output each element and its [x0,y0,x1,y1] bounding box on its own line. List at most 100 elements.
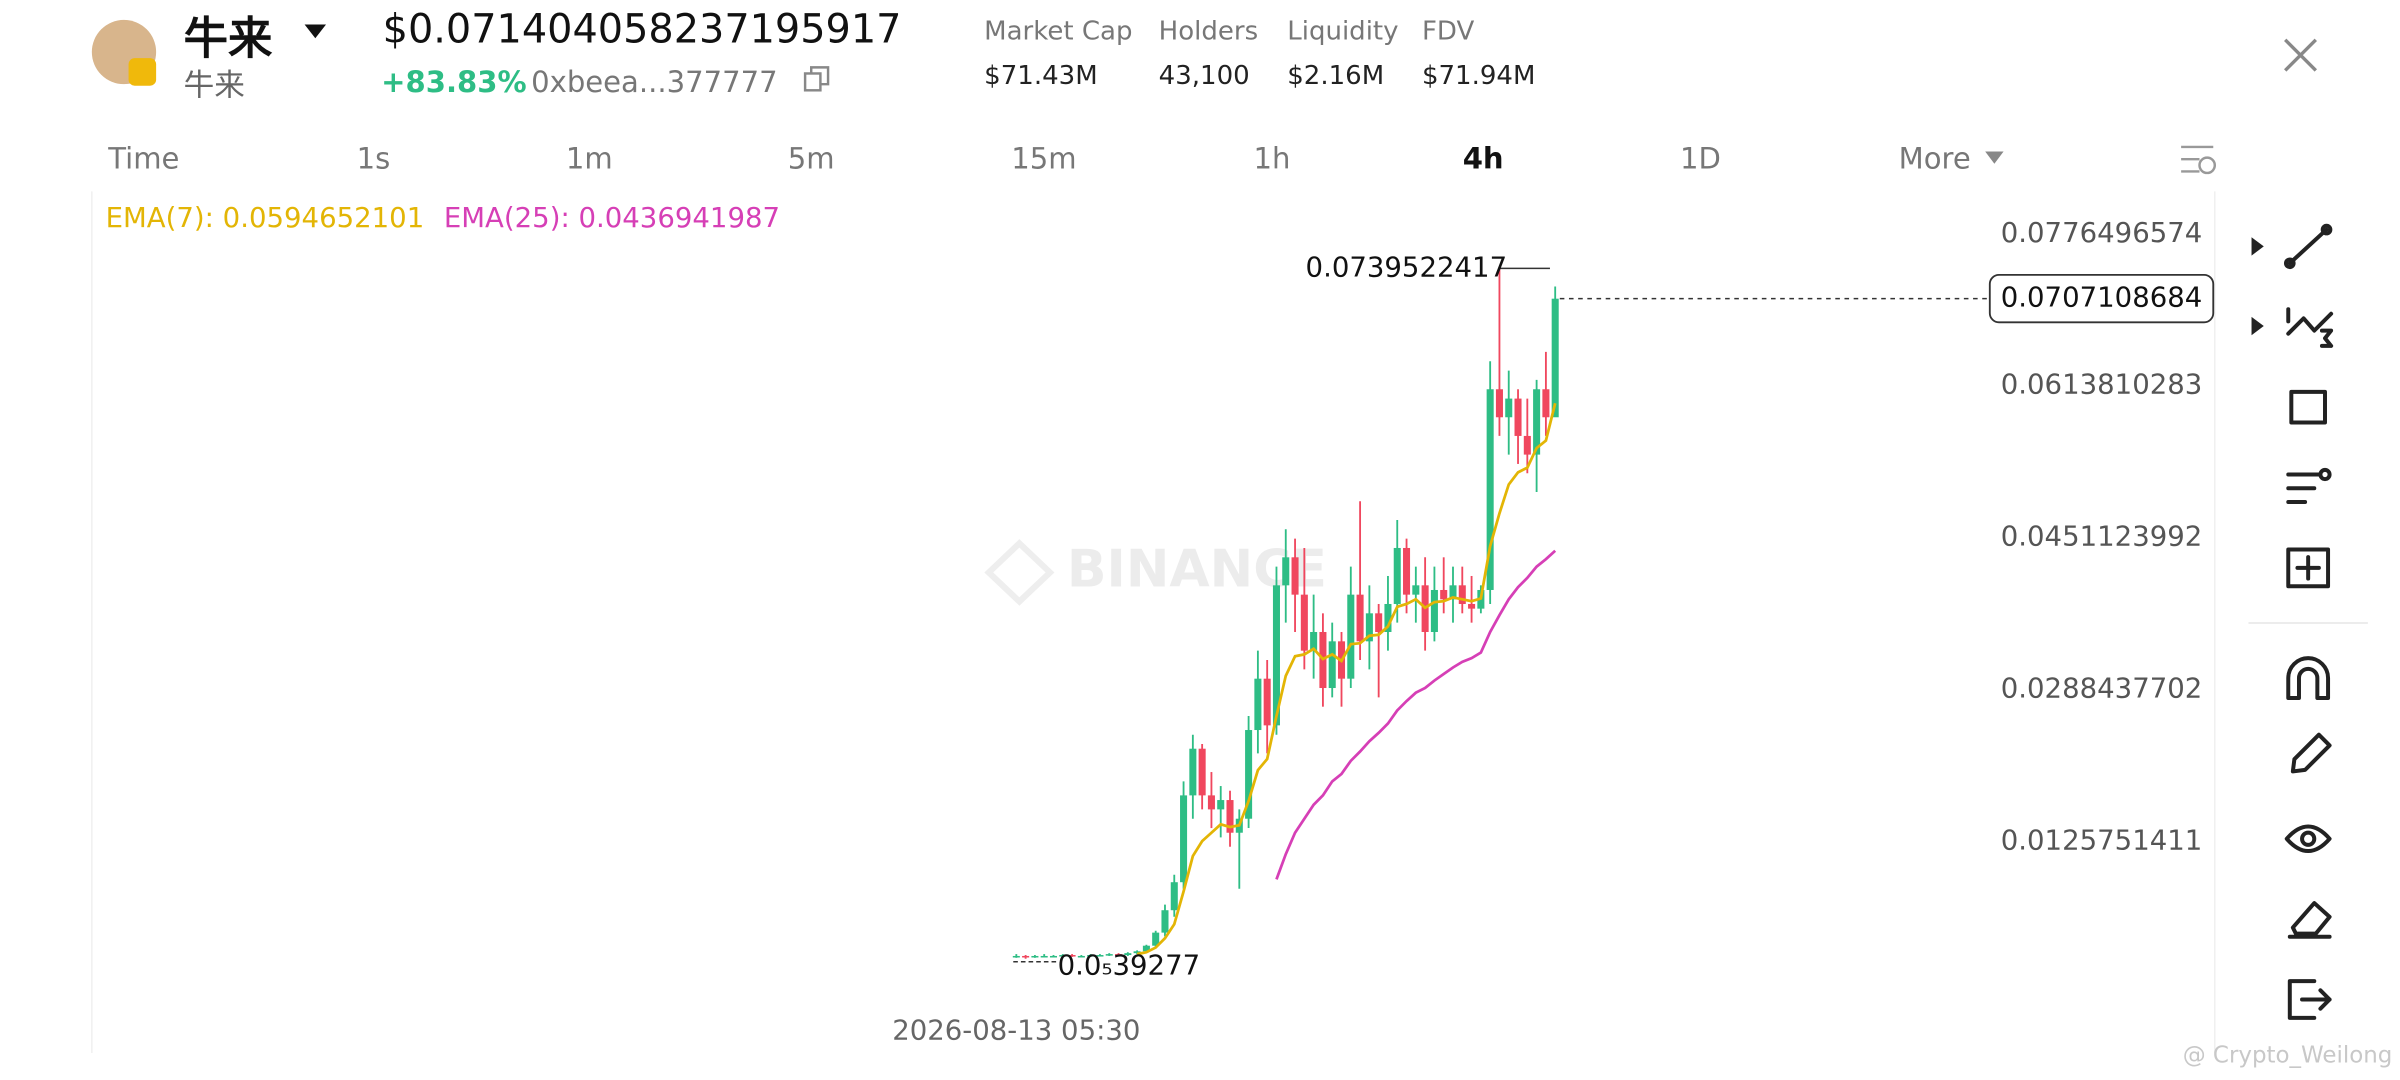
candle-body [1449,585,1457,600]
stat-value: $71.94M [1422,61,1535,91]
interval-tab[interactable]: 1D [1680,142,1721,176]
candle-body [1356,594,1364,642]
candle-body [1105,954,1113,956]
candle-body [1272,585,1280,726]
interval-tab[interactable]: More [1899,142,1971,176]
indicator-label: EMA(7): 0.0594652101 [106,202,425,234]
price: $0.071404058237195917 [383,7,902,53]
candle-body [1282,557,1290,586]
candle-body [1384,603,1392,632]
candle-body [1514,398,1522,436]
stat-value: $2.16M [1287,61,1384,91]
candle-body [1403,547,1411,595]
candle-body [1505,398,1513,418]
candle-body [1096,955,1104,957]
candle-body [1189,748,1197,796]
interval-tab[interactable]: Time [107,142,179,176]
chart-settings-icon[interactable] [2181,145,2217,175]
candle-body [1542,389,1550,418]
candle-body [1049,955,1058,958]
y-tick-label: 0.0125751411 [2001,824,2203,856]
magnet-tool[interactable] [2286,656,2331,700]
candle-body [1245,730,1253,819]
chain-badge [128,58,157,86]
candle-body [1523,435,1531,455]
x-axis-label: 2026-08-13 05:30 [892,1015,1140,1047]
candle-body [1430,589,1438,632]
candle-body [1254,678,1262,731]
token-subtitle: 牛来 [184,69,245,104]
candle-body [1142,945,1150,952]
interval-tab[interactable]: 1m [566,142,613,176]
watermark-logo [984,539,1055,606]
stat-value: $71.43M [984,61,1097,91]
candle-body [1180,795,1188,883]
interval-tab[interactable]: 1h [1253,142,1290,176]
eraser-tool[interactable] [2287,901,2332,939]
candle-body [1468,603,1476,609]
candle-body [1031,955,1039,958]
interval-tab[interactable]: 4h [1463,142,1504,176]
high-label: 0.0739522417 [1306,251,1508,283]
candle-body [1263,678,1271,726]
y-tick-label: 0.0613810283 [2001,369,2203,401]
stat-label: Market Cap [984,17,1132,47]
stat-label: Liquidity [1287,17,1398,47]
candle-body [1012,955,1020,958]
stat-value: 43,100 [1159,61,1250,91]
candle-body [1198,748,1206,796]
candle-body [1161,910,1169,933]
candle-body [1068,955,1076,957]
candle-body [1365,613,1373,642]
interval-tab[interactable]: 5m [788,142,835,176]
candle-body [1115,954,1123,956]
measure-tool[interactable] [2286,547,2331,589]
ema-line [1275,549,1557,880]
shape-tool[interactable] [2289,389,2327,425]
interval-tab[interactable]: 1s [357,142,391,176]
exit-tool[interactable] [2287,979,2332,1020]
candle-body [1440,589,1448,600]
candle-body [1133,951,1141,954]
candle-body [1310,631,1318,651]
visibility-tool[interactable] [2284,824,2332,853]
copy-icon[interactable] [803,66,830,92]
y-tick-label: 0.0776496574 [2001,217,2203,249]
stat-label: FDV [1422,17,1475,47]
y-tick-label: 0.0288437702 [2001,672,2203,704]
indicator-label: EMA(25): 0.0436941987 [444,202,780,234]
candle-body [1059,955,1067,957]
candle-body [1393,547,1401,604]
ema-line [1136,402,1557,956]
token-name: 牛来 [184,13,273,64]
y-tick-label: 0.0451123992 [2001,521,2203,553]
more-arrow[interactable] [1985,151,2004,164]
candle-body [1486,389,1494,590]
candle-body [1291,557,1299,595]
expand-arrow[interactable] [2251,316,2264,336]
last-price-box [1988,273,2215,324]
close-button[interactable] [2284,38,2318,72]
candle-body [1300,594,1308,651]
candle-body [1170,882,1178,911]
toolbar [2248,223,2368,1020]
candle-body [1328,641,1336,689]
fib-tool[interactable] [2286,307,2334,348]
dropdown-icon[interactable] [304,24,327,39]
line-tool[interactable] [2283,223,2333,270]
candle-body [1217,800,1225,810]
text-tool[interactable] [2286,467,2332,505]
candle-body [1040,955,1048,958]
change: +83.83% [381,65,526,99]
candle-body [1124,953,1132,956]
candle-body [1412,585,1420,595]
candle-body [1022,955,1030,958]
last-price-label: 0.0707108684 [2001,282,2203,314]
pencil-tool[interactable] [2290,732,2332,774]
candle-body [1077,955,1085,958]
expand-arrow[interactable] [2251,237,2264,256]
candle-body [1087,955,1095,957]
interval-tab[interactable]: 15m [1011,142,1076,176]
